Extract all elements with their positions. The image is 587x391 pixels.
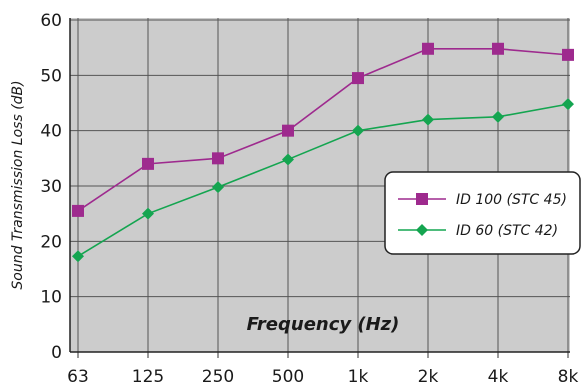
diamond-marker [562, 98, 574, 111]
series-line [77, 103, 569, 257]
diamond-marker [492, 110, 504, 123]
x-axis: 63 125 250 500 1k 2k 4k 8k [67, 351, 579, 387]
legend-label: ID 100 (STC 45) [456, 192, 567, 208]
diamond-marker [352, 124, 364, 137]
y-axis: 0 10 20 30 40 50 60 [40, 11, 71, 363]
diamond-marker [282, 153, 294, 166]
square-marker [352, 72, 364, 85]
legend-label: ID 60 (STC 42) [456, 223, 558, 239]
x-tick-label: 250 [202, 367, 234, 387]
y-tick-label: 60 [40, 11, 62, 31]
y-axis-title: Sound Transmission Loss (dB) [10, 80, 26, 289]
y-tick-label: 40 [40, 122, 62, 142]
square-marker [282, 124, 294, 137]
square-marker [212, 152, 224, 165]
y-tick-label: 20 [40, 232, 62, 252]
x-tick-label: 1k [348, 367, 369, 387]
legend-item: ID 60 (STC 42) [398, 223, 558, 239]
diamond-marker [422, 113, 434, 126]
legend-box [384, 171, 581, 255]
series-line [77, 47, 569, 212]
square-marker [492, 42, 504, 55]
series-1 [72, 42, 574, 217]
square-marker [142, 157, 154, 170]
diamond-marker [142, 207, 154, 220]
x-tick-label: 63 [67, 367, 89, 387]
x-tick-label: 125 [132, 367, 164, 387]
x-tick-label: 2k [418, 367, 439, 387]
x-tick-label: 500 [272, 367, 304, 387]
x-axis-title: Frequency (Hz) [247, 314, 400, 335]
x-tick-label: 8k [558, 367, 579, 387]
legend-marker [416, 193, 428, 205]
series-group [72, 42, 574, 263]
y-tick-label: 50 [40, 66, 62, 86]
y-tick-label: 30 [40, 177, 62, 197]
diamond-marker [72, 250, 84, 263]
legend-item: ID 100 (STC 45) [398, 192, 567, 208]
square-marker [422, 42, 434, 55]
diamond-marker [212, 181, 224, 194]
legend-marker [416, 224, 428, 236]
square-marker [72, 204, 84, 217]
series-2 [72, 98, 574, 263]
square-marker [562, 48, 574, 61]
y-tick-label: 10 [40, 288, 62, 308]
legend: ID 100 (STC 45) ID 60 (STC 42) [384, 171, 581, 255]
x-tick-label: 4k [488, 367, 509, 387]
y-tick-label: 0 [51, 343, 62, 363]
